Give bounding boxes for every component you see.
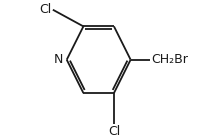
Text: Cl: Cl xyxy=(39,3,51,16)
Text: N: N xyxy=(54,53,63,66)
Text: Cl: Cl xyxy=(108,125,120,138)
Text: CH₂Br: CH₂Br xyxy=(151,53,188,66)
